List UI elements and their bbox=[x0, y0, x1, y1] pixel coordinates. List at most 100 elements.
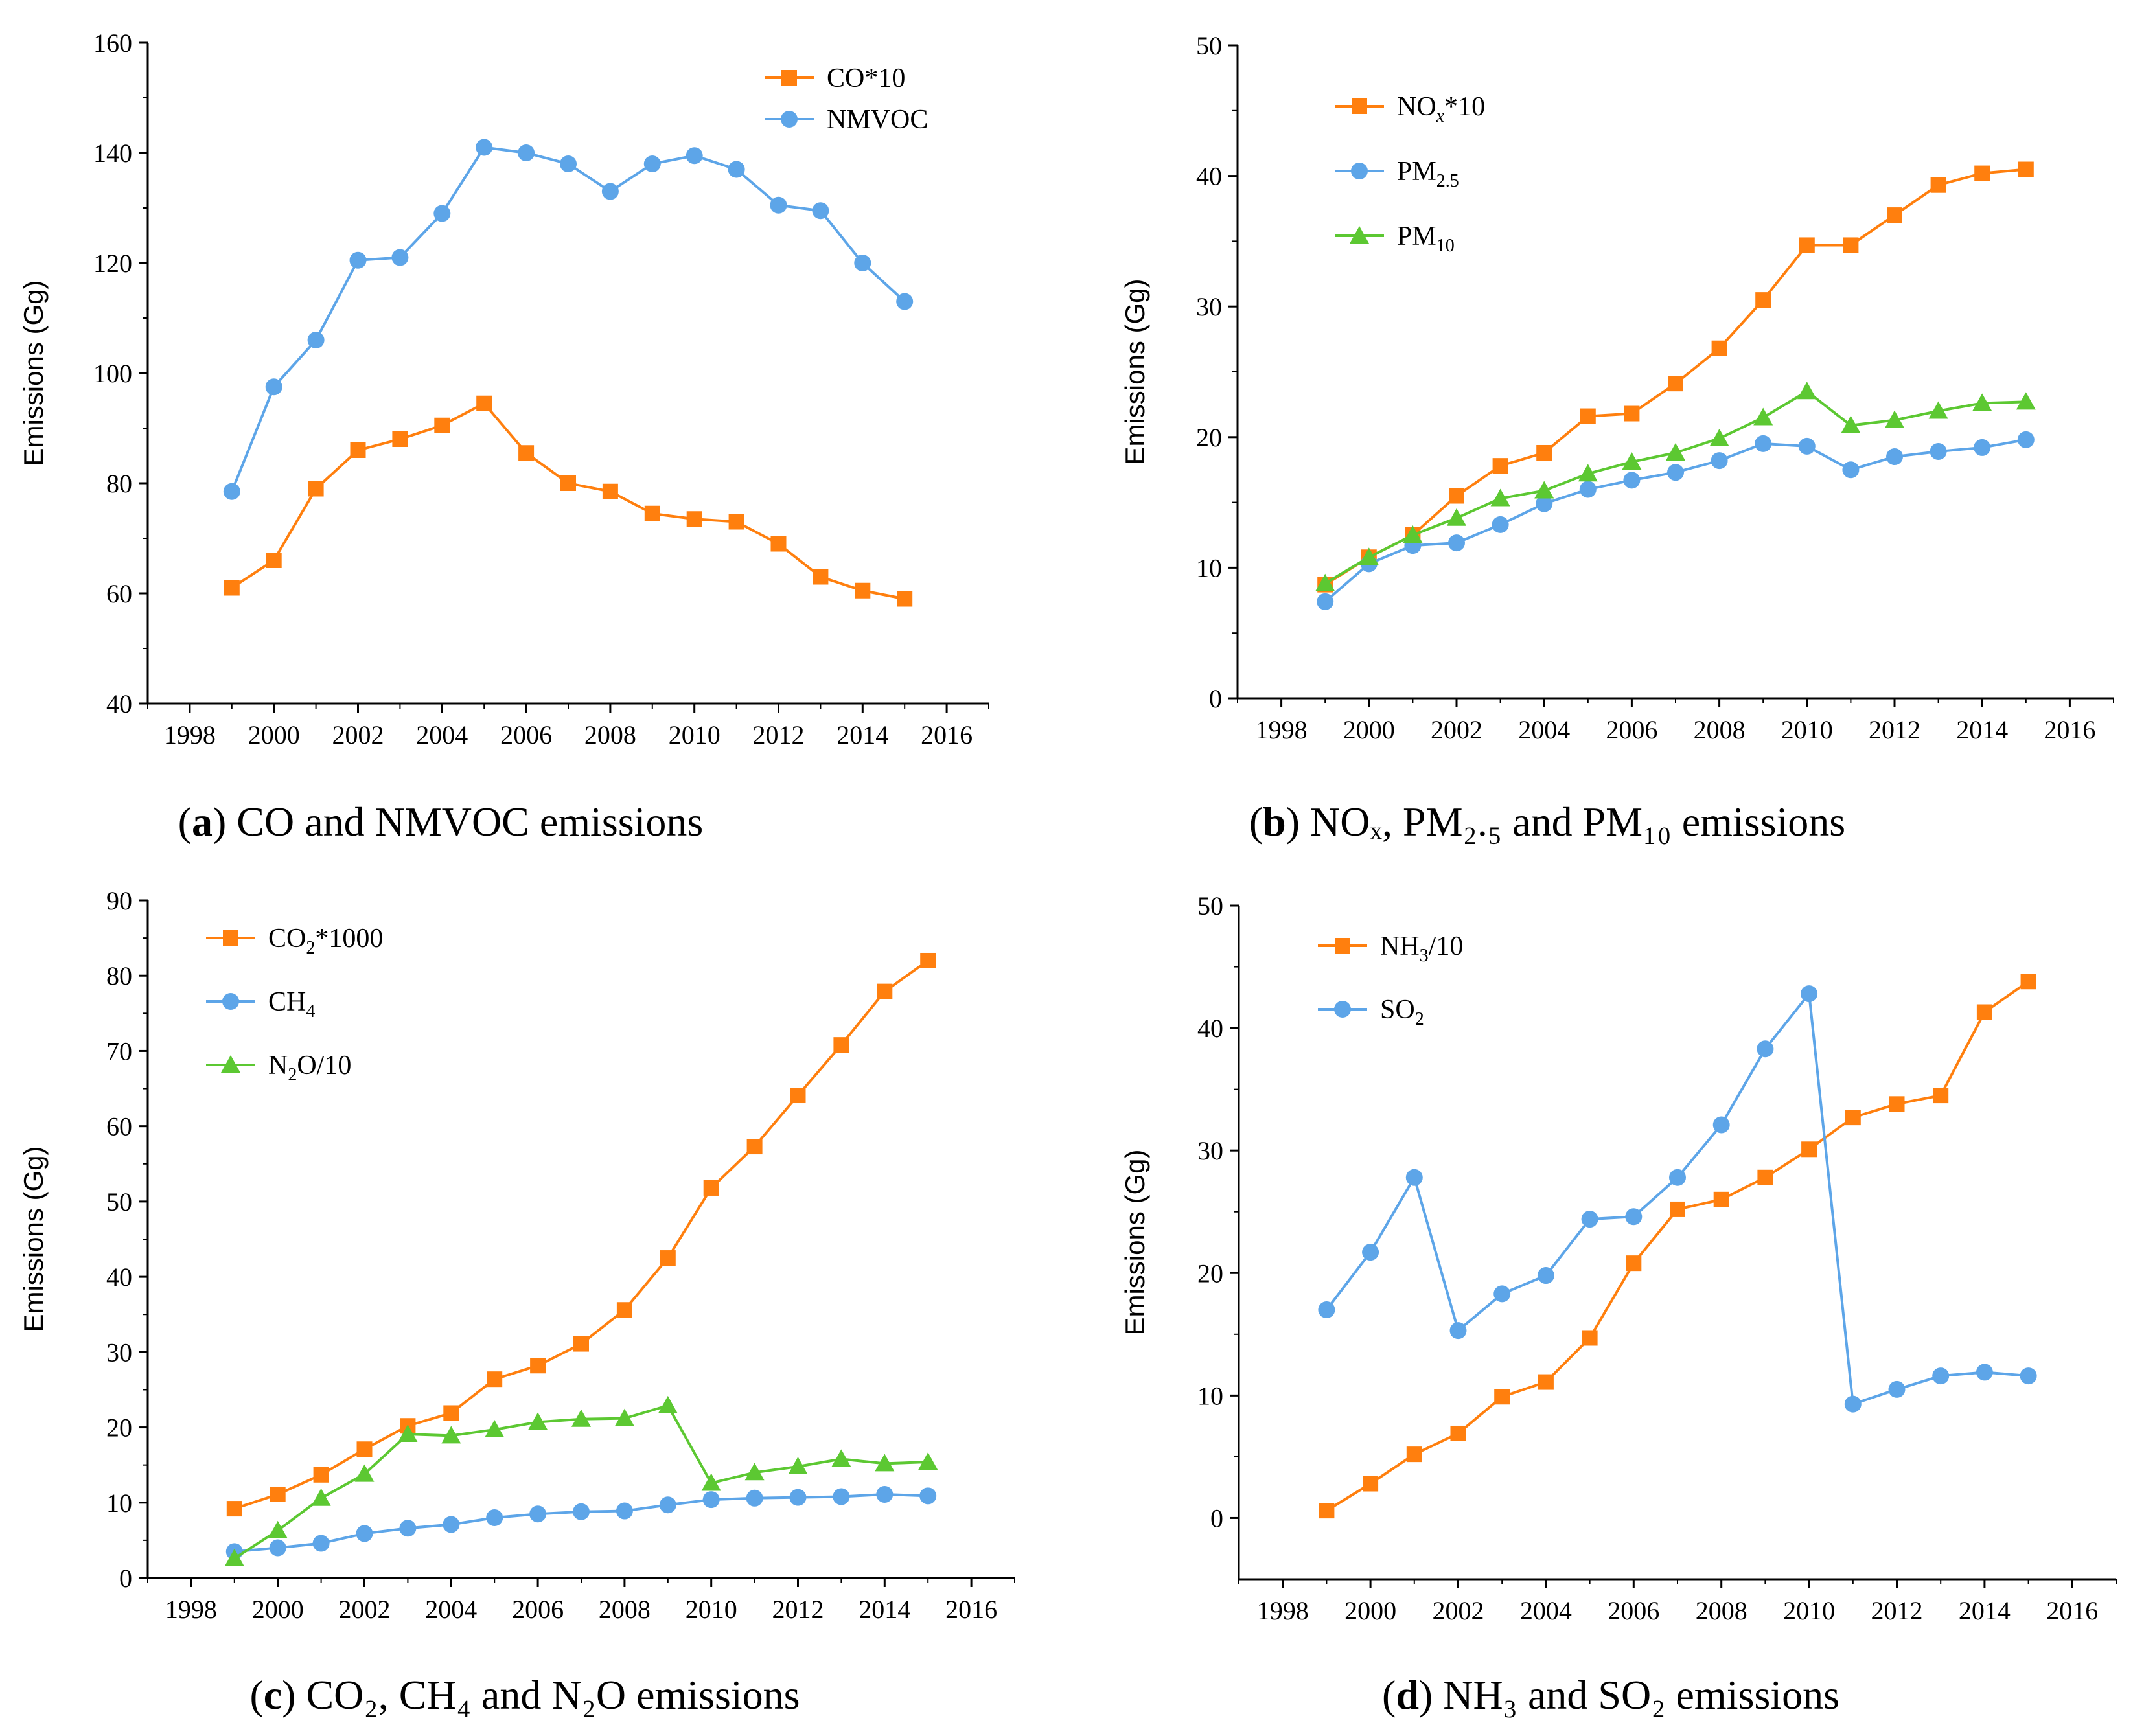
data-point bbox=[1582, 1330, 1598, 1346]
data-point bbox=[660, 1250, 676, 1266]
legend-marker bbox=[1334, 1001, 1351, 1018]
data-point bbox=[530, 1358, 546, 1374]
x-tick-label: 2012 bbox=[1871, 1596, 1923, 1625]
data-point bbox=[1536, 495, 1553, 512]
panel-d-caption-label: d bbox=[1396, 1672, 1419, 1718]
series-CO2*1000 bbox=[226, 952, 936, 1517]
y-tick-label: 20 bbox=[1196, 423, 1222, 452]
data-point bbox=[1362, 1244, 1379, 1261]
legend-item: SO2 bbox=[1318, 995, 1424, 1029]
data-point bbox=[1753, 407, 1773, 426]
legend-label: PM10 bbox=[1397, 222, 1455, 256]
data-point bbox=[1928, 401, 1948, 419]
y-tick-label: 80 bbox=[106, 961, 132, 990]
x-tick-label: 2008 bbox=[1694, 715, 1746, 744]
data-point bbox=[875, 1454, 895, 1472]
data-point bbox=[486, 1509, 503, 1527]
y-tick-label: 30 bbox=[106, 1338, 132, 1367]
legend-item: N2O/10 bbox=[206, 1051, 351, 1085]
y-tick-label: 60 bbox=[106, 579, 132, 608]
x-tick-label: 1998 bbox=[164, 720, 216, 749]
data-point bbox=[1580, 408, 1596, 424]
data-point bbox=[1668, 376, 1683, 392]
x-tick-label: 2002 bbox=[332, 720, 384, 749]
y-tick-label: 90 bbox=[106, 886, 132, 915]
x-tick-label: 2006 bbox=[500, 720, 552, 749]
series-line bbox=[230, 146, 906, 492]
data-point bbox=[1406, 1446, 1422, 1463]
data-point bbox=[701, 1473, 721, 1491]
data-point bbox=[1797, 382, 1817, 400]
y-tick-label: 50 bbox=[106, 1187, 132, 1216]
x-tick-label: 2012 bbox=[1869, 715, 1920, 744]
y-tick-label: 20 bbox=[1197, 1259, 1223, 1288]
data-point bbox=[1626, 1255, 1642, 1272]
data-point bbox=[268, 1520, 288, 1538]
data-point bbox=[1363, 1476, 1379, 1492]
data-point bbox=[1888, 1380, 1906, 1398]
data-point bbox=[1534, 481, 1554, 499]
data-point bbox=[433, 205, 451, 222]
y-tick-label: 60 bbox=[106, 1112, 132, 1141]
data-point bbox=[1405, 1169, 1423, 1186]
data-point bbox=[1492, 458, 1508, 474]
series-line bbox=[231, 402, 905, 600]
panel-a-caption-label: a bbox=[192, 799, 213, 845]
data-point bbox=[876, 1485, 894, 1503]
data-point bbox=[266, 553, 282, 568]
series-line bbox=[1324, 389, 2026, 585]
x-tick-label: 2016 bbox=[945, 1595, 997, 1624]
series-line bbox=[233, 1404, 928, 1560]
data-point bbox=[1492, 516, 1509, 533]
x-tick-label: 2010 bbox=[686, 1595, 737, 1624]
data-point bbox=[788, 1456, 808, 1474]
panel-a-chart: 40 60 80 100 120 140 160 1998 2000 2002 2004 2006 20… bbox=[18, 29, 989, 749]
series-NH3/10 bbox=[1319, 974, 2036, 1519]
data-point bbox=[1841, 415, 1861, 433]
x-tick-label: 2010 bbox=[669, 720, 721, 749]
y-axis-label: Emissions (Gg) bbox=[18, 1146, 49, 1332]
data-point bbox=[307, 332, 325, 348]
x-tick-label: 2010 bbox=[1783, 1596, 1835, 1625]
legend-marker bbox=[1352, 98, 1367, 114]
data-point bbox=[1359, 547, 1379, 565]
data-point bbox=[226, 1501, 242, 1517]
y-tick-label: 30 bbox=[1196, 292, 1222, 321]
legend-label: N2O/10 bbox=[268, 1051, 351, 1085]
y-tick-label: 140 bbox=[93, 139, 132, 168]
data-point bbox=[356, 1441, 373, 1457]
data-point bbox=[1667, 464, 1684, 481]
data-point bbox=[354, 1464, 375, 1482]
y-tick-label: 0 bbox=[119, 1564, 132, 1593]
panel-d-caption: (d) NH₃ and SO₂ emissions bbox=[1382, 1672, 1839, 1718]
series-line bbox=[234, 1492, 928, 1553]
data-point bbox=[877, 983, 893, 999]
legend-item: NMVOC bbox=[765, 105, 928, 135]
data-point bbox=[601, 183, 619, 200]
data-point bbox=[1799, 237, 1815, 253]
data-point bbox=[770, 196, 787, 214]
data-point bbox=[391, 249, 409, 266]
data-point bbox=[1972, 393, 1992, 411]
data-point bbox=[1670, 1201, 1685, 1217]
data-point bbox=[1624, 405, 1640, 422]
data-point bbox=[392, 431, 408, 447]
data-point bbox=[573, 1503, 590, 1520]
y-tick-label: 0 bbox=[1209, 684, 1222, 713]
series-line bbox=[1326, 980, 2029, 1512]
data-point bbox=[1449, 488, 1464, 504]
panel-d-caption-text: NH₃ and SO₂ emissions bbox=[1443, 1672, 1839, 1718]
series-PM2.5 bbox=[1317, 431, 2035, 610]
legend-label: NH3/10 bbox=[1380, 931, 1463, 966]
x-tick-label: 2004 bbox=[1520, 1596, 1572, 1625]
x-tick-label: 2002 bbox=[339, 1595, 391, 1624]
y-tick-label: 70 bbox=[106, 1036, 132, 1066]
x-tick-label: 2016 bbox=[2046, 1596, 2098, 1625]
y-tick-label: 20 bbox=[106, 1413, 132, 1443]
y-tick-label: 40 bbox=[106, 689, 132, 718]
data-point bbox=[529, 1505, 547, 1523]
data-point bbox=[1536, 444, 1552, 461]
data-point bbox=[1578, 464, 1598, 482]
y-tick-label: 100 bbox=[93, 359, 132, 388]
legend-marker bbox=[1335, 938, 1350, 954]
